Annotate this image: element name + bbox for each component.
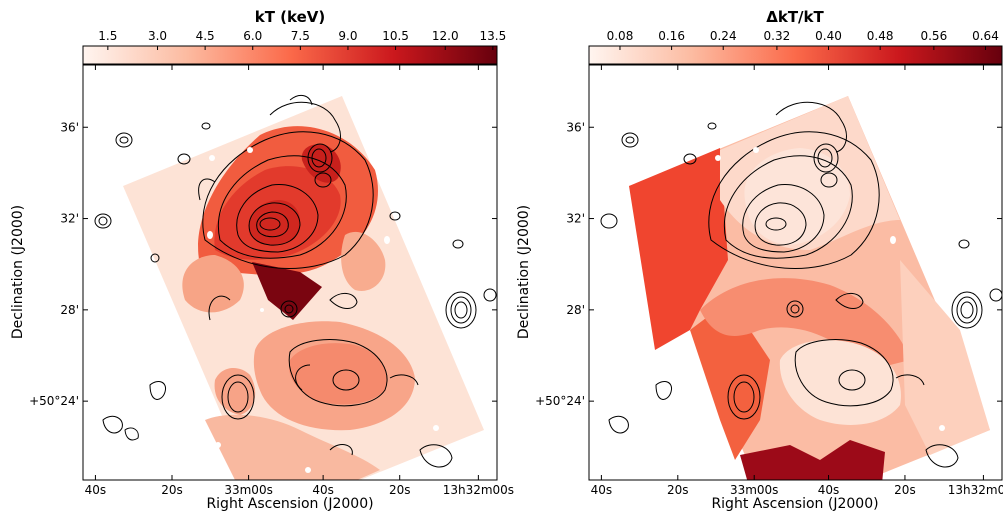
y-tick-label: 36'	[566, 120, 585, 134]
masked-point-sources	[715, 147, 945, 448]
colorbar-tick-label: 4.5	[196, 29, 215, 43]
axis-ticks: 40s 20s 33m00s 40s 20s 13h32m00s 36' 32' 28' +50°…	[535, 65, 1003, 497]
high-error-region	[740, 440, 885, 480]
colorbar-tick-label: 0.56	[920, 29, 947, 43]
colorbar-temperature: kT (keV) 1.5 3.0 4.5 6.0 7.5 9.0 10.5 12.0 13.5	[82, 8, 506, 65]
axis-ticks: 40s 20s 33m00s 40s 20s 13h32m00s 36' 32' 28' +50°…	[29, 65, 514, 497]
colorbar-tick-label: 12.0	[432, 29, 459, 43]
x-axis-label: Right Ascension (J2000)	[711, 496, 878, 512]
x-tick-label: 13h32m00s	[948, 483, 1003, 497]
colorbar-tick-label: 1.5	[98, 29, 117, 43]
colorbar-tick-label: 9.0	[338, 29, 357, 43]
x-tick-label: 40s	[312, 483, 334, 497]
y-tick-label: 32'	[60, 212, 79, 226]
masked-point-sources	[207, 147, 439, 473]
colorbar-tick-label: 0.48	[867, 29, 894, 43]
x-tick-label: 40s	[591, 483, 613, 497]
y-tick-label: +50°24'	[535, 394, 585, 408]
colorbar-fractional-error: ΔkT/kT 0.08 0.16 0.24 0.32 0.40 0.48 0.56 0.64	[588, 8, 1003, 65]
contour-overlay	[600, 101, 1002, 468]
panel-fractional-error: ΔkT/kT 0.08 0.16 0.24 0.32 0.40 0.48 0.56 0.64	[516, 8, 1003, 512]
y-tick-label: 36'	[60, 120, 79, 134]
x-tick-label: 40s	[818, 483, 840, 497]
colorbar-tick-label: 13.5	[480, 29, 507, 43]
x-axis-label: Right Ascension (J2000)	[206, 496, 373, 512]
y-tick-label: +50°24'	[29, 394, 79, 408]
colorbar-tick-label: 10.5	[382, 29, 409, 43]
colorbar-ticks: 0.08 0.16 0.24 0.32 0.40 0.48 0.56 0.64	[607, 29, 999, 50]
hot-bridge-region	[252, 262, 322, 320]
plot-frame	[588, 64, 1003, 481]
colorbar-gradient	[82, 45, 498, 65]
colorbar-tick-label: 6.0	[243, 29, 262, 43]
x-tick-label: 13h32m00s	[443, 483, 514, 497]
x-tick-label: 20s	[389, 483, 411, 497]
colorbar-tick-label: 0.08	[607, 29, 634, 43]
colorbar-ticks: 1.5 3.0 4.5 6.0 7.5 9.0 10.5 12.0 13.5	[98, 29, 506, 50]
error-map	[589, 65, 1002, 480]
x-tick-label: 33m00s	[730, 483, 778, 497]
colorbar-tick-label: 0.64	[972, 29, 999, 43]
colorbar-tick-label: 0.24	[710, 29, 737, 43]
y-axis-label: Declination (J2000)	[10, 205, 26, 339]
temperature-map	[83, 65, 497, 480]
plot-frame	[82, 64, 498, 481]
colorbar-tick-label: 0.32	[764, 29, 791, 43]
x-tick-label: 20s	[894, 483, 916, 497]
colorbar-tick-label: 0.40	[815, 29, 842, 43]
x-tick-label: 20s	[161, 483, 183, 497]
x-tick-label: 20s	[667, 483, 689, 497]
panel-temperature: kT (keV) 1.5 3.0 4.5 6.0 7.5 9.0 10.5 12.0 13.5	[10, 8, 514, 512]
contour-overlay	[94, 94, 497, 468]
x-tick-label: 40s	[85, 483, 107, 497]
y-tick-label: 28'	[566, 303, 585, 317]
colorbar-tick-label: 3.0	[148, 29, 167, 43]
colorbar-tick-label: 0.16	[658, 29, 685, 43]
x-tick-label: 33m00s	[224, 483, 272, 497]
colorbar-gradient	[588, 45, 1003, 65]
colorbar-title: ΔkT/kT	[766, 8, 824, 26]
y-axis-label: Declination (J2000)	[516, 205, 532, 339]
colorbar-title: kT (keV)	[255, 8, 326, 26]
y-tick-label: 32'	[566, 212, 585, 226]
y-tick-label: 28'	[60, 303, 79, 317]
colorbar-tick-label: 7.5	[291, 29, 310, 43]
